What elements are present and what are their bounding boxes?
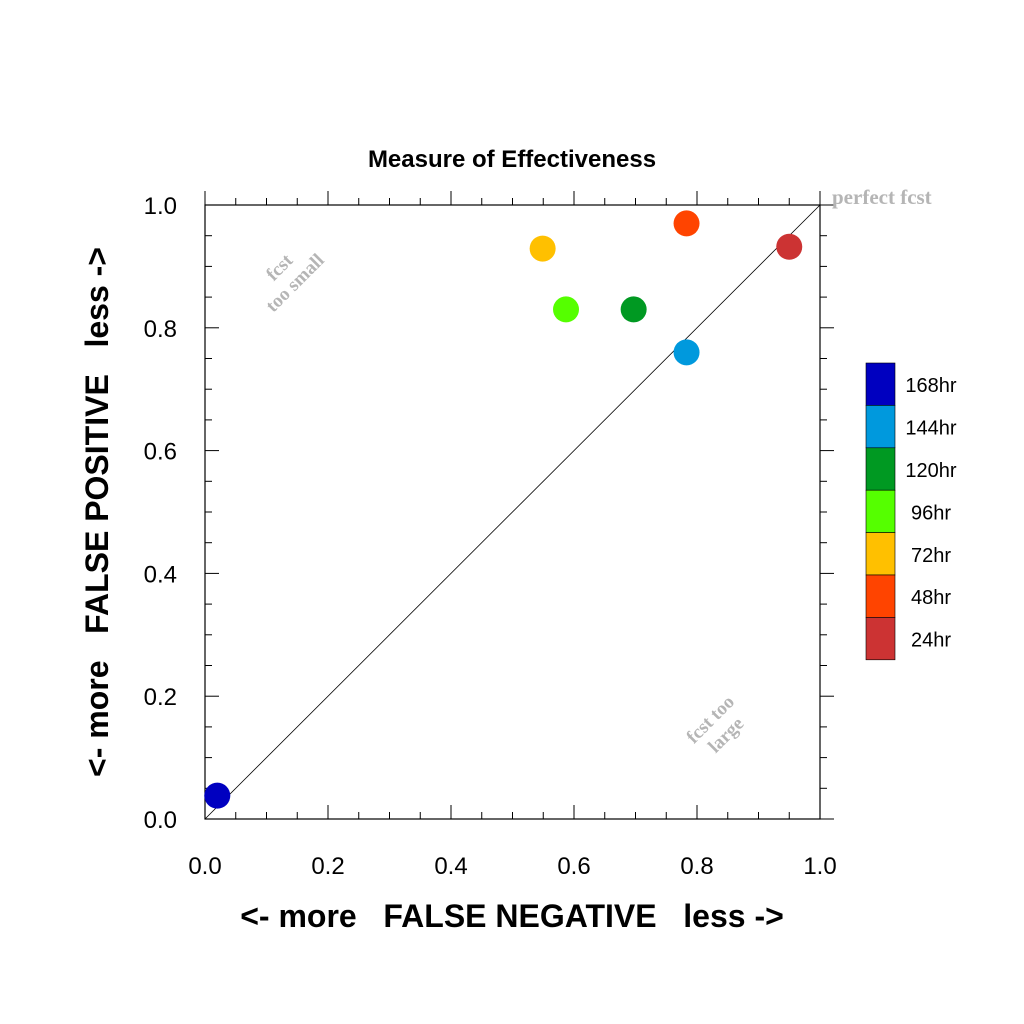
legend-label-24hr: 24hr — [911, 630, 951, 652]
legend-swatch-168hr — [865, 362, 896, 406]
legend-swatch-72hr — [865, 532, 896, 576]
diagonal-reference-line — [204, 204, 821, 820]
annotation-fcst-too-large: fcst too large — [683, 692, 749, 758]
legend-swatch-144hr — [865, 405, 896, 449]
point-168hr — [204, 782, 231, 809]
y-tick-label: 1.0 — [144, 193, 177, 220]
point-48hr — [673, 210, 700, 237]
legend-swatch-96hr — [865, 489, 896, 533]
x-tick-label: 0.2 — [311, 853, 344, 880]
x-tick-label: 0.0 — [188, 853, 221, 880]
x-tick-label: 0.8 — [680, 853, 713, 880]
y-tick-label: 0.2 — [144, 684, 177, 711]
y-tick-labels: 0.0 0.2 0.4 0.6 0.8 1.0 — [144, 193, 177, 834]
y-tick-label: 0.0 — [144, 807, 177, 834]
point-144hr — [673, 339, 700, 366]
point-120hr — [620, 296, 647, 323]
y-tick-label: 0.4 — [144, 561, 177, 588]
legend-label-96hr: 96hr — [911, 502, 951, 524]
x-tick-label: 0.6 — [557, 853, 590, 880]
chart-title: Measure of Effectiveness — [368, 146, 656, 173]
x-axis-label: <- more FALSE NEGATIVE less -> — [240, 898, 784, 934]
point-96hr — [553, 296, 580, 323]
legend-label-144hr: 144hr — [905, 418, 956, 440]
x-tick-labels: 0.0 0.2 0.4 0.6 0.8 1.0 — [188, 853, 836, 880]
legend-swatch-120hr — [865, 447, 896, 491]
x-tick-label: 0.4 — [434, 853, 467, 880]
legend-label-48hr: 48hr — [911, 587, 951, 609]
legend-swatch-48hr — [865, 574, 896, 618]
annotation-perfect-fcst: perfect fcst — [832, 185, 932, 209]
point-24hr — [776, 233, 803, 260]
legend-label-120hr: 120hr — [905, 460, 956, 482]
legend-label-168hr: 168hr — [905, 375, 956, 397]
y-axis-label: <- more FALSE POSITIVE less -> — [79, 247, 115, 777]
legend-label-72hr: 72hr — [911, 545, 951, 567]
axis-ticks — [204, 191, 834, 820]
legend: 168hr 144hr 120hr 96hr 72hr 48hr 24hr — [865, 362, 957, 661]
y-tick-label: 0.8 — [144, 316, 177, 343]
x-tick-label: 1.0 — [803, 853, 836, 880]
y-tick-label: 0.6 — [144, 439, 177, 466]
legend-swatch-24hr — [865, 617, 896, 661]
data-points — [204, 210, 803, 809]
annotation-fcst-too-small: fcst too small — [262, 250, 329, 317]
point-72hr — [529, 235, 556, 262]
